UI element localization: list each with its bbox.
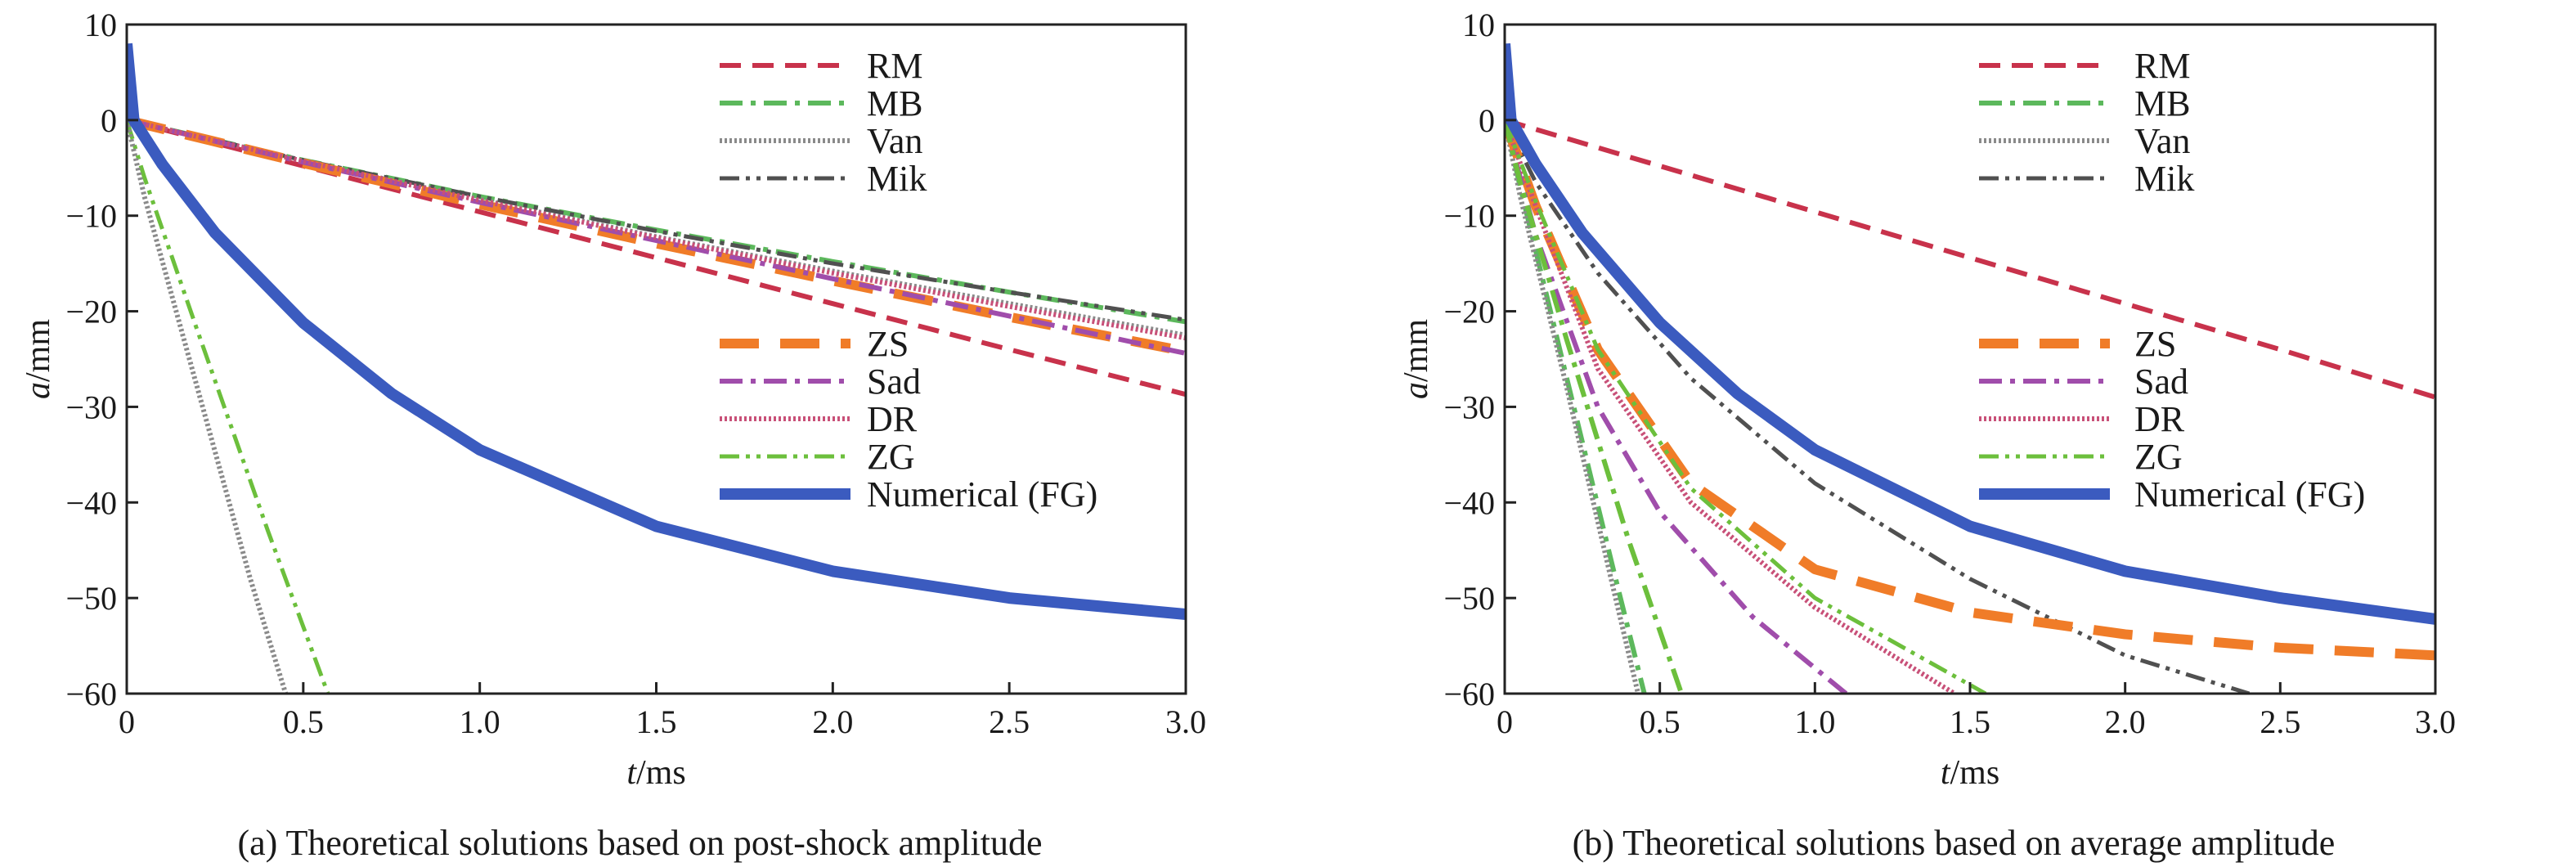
y-tick-label: 0: [101, 102, 117, 139]
x-tick-label: 2.0: [2105, 703, 2146, 740]
series-line-numerical-fg--9: [127, 43, 1186, 620]
legend-label: ZG: [867, 437, 915, 477]
y-tick-label: −40: [65, 484, 117, 521]
x-tick-label: 0.5: [283, 703, 324, 740]
legend-label: Numerical (FG): [2134, 474, 2365, 514]
legend-label: Sad: [867, 362, 921, 402]
y-tick-label: −40: [1443, 484, 1495, 521]
y-tick-label: −10: [1443, 198, 1495, 235]
y-tick-label: −60: [65, 676, 117, 712]
y-tick-label: −30: [65, 389, 117, 425]
y-tick-label: −20: [1443, 294, 1495, 330]
panel-b-y-axis-label: a/mm: [1398, 319, 1435, 399]
legend-label: DR: [2134, 399, 2185, 439]
legend-label: Van: [867, 121, 922, 161]
x-tick-label: 2.0: [812, 703, 853, 740]
y-tick-label: −30: [1443, 389, 1495, 425]
y-tick-label: −20: [65, 294, 117, 330]
x-tick-label: 1.5: [636, 703, 677, 740]
legend-label: DR: [867, 399, 918, 439]
y-tick-label: 10: [84, 7, 117, 43]
legend-label: Van: [2134, 121, 2190, 161]
series-line-sad-5: [127, 117, 1186, 356]
series-line-zg-7: [127, 119, 330, 694]
series-line-van-8: [127, 119, 289, 694]
x-tick-label: 1.0: [460, 703, 500, 740]
y-tick-label: −50: [65, 580, 117, 617]
series-line-zs-4: [1505, 118, 2435, 661]
x-tick-label: 2.5: [2260, 703, 2300, 740]
panel-b-caption: (b) Theoretical solutions based on avera…: [1573, 823, 2336, 863]
panel-a-y-axis-label: a/mm: [20, 319, 57, 399]
legend-label: RM: [2134, 46, 2190, 86]
legend-label: ZS: [2134, 324, 2176, 364]
panel-a-series-group: [127, 43, 1186, 694]
panel-b-series-group: [1505, 43, 2435, 694]
x-tick-label: 1.5: [1950, 703, 1990, 740]
panel-b-plot-frame: [1503, 23, 2437, 695]
y-tick-label: −60: [1443, 676, 1495, 712]
legend-label: Numerical (FG): [867, 474, 1097, 514]
series-line-mik-3: [1505, 119, 2251, 694]
series-line-zg-8: [1505, 119, 1685, 694]
legend-label: Sad: [2134, 362, 2188, 402]
legend-label: MB: [867, 83, 922, 124]
x-tick-label: 0: [1497, 703, 1513, 740]
legend-label: ZS: [867, 324, 909, 364]
y-tick-label: −10: [65, 198, 117, 235]
panel-a: 0 0.5 1.0 1.5 2.0 2.5 3.0 10 0 −10 −20 −30 −40 −50 −60…: [20, 7, 1206, 863]
legend-label: ZG: [2134, 437, 2183, 477]
panel-a-plot-frame: [125, 23, 1187, 695]
legend-label: Mik: [2134, 159, 2194, 199]
y-tick-label: −50: [1443, 580, 1495, 617]
panel-b: 0 0.5 1.0 1.5 2.0 2.5 3.0 10 0 −10 −20 −30 −40 −50 −60…: [1398, 7, 2456, 863]
series-line-numerical-fg--9: [1505, 43, 2435, 625]
series-line-rm-0: [1505, 118, 2435, 400]
x-tick-label: 1.0: [1794, 703, 1835, 740]
series-line-mb-1: [127, 117, 1186, 325]
y-tick-label: 0: [1479, 102, 1495, 139]
x-tick-label: 3.0: [2415, 703, 2456, 740]
series-line-van-2: [1505, 119, 1641, 694]
legend-label: RM: [867, 46, 922, 86]
x-tick-label: 2.5: [989, 703, 1030, 740]
x-tick-label: 0: [119, 703, 135, 740]
legend-label: Mik: [867, 159, 927, 199]
panel-a-x-axis-label: t/ms: [626, 754, 685, 792]
panel-a-caption: (a) Theoretical solutions based on post-…: [237, 823, 1042, 863]
panel-b-x-axis-label: t/ms: [1941, 754, 1999, 792]
series-line-mik-3: [127, 118, 1186, 322]
y-tick-label: 10: [1462, 7, 1495, 43]
x-tick-label: 3.0: [1165, 703, 1206, 740]
x-tick-label: 0.5: [1640, 703, 1681, 740]
series-line-rm-0: [127, 117, 1186, 398]
legend-label: MB: [2134, 83, 2190, 124]
